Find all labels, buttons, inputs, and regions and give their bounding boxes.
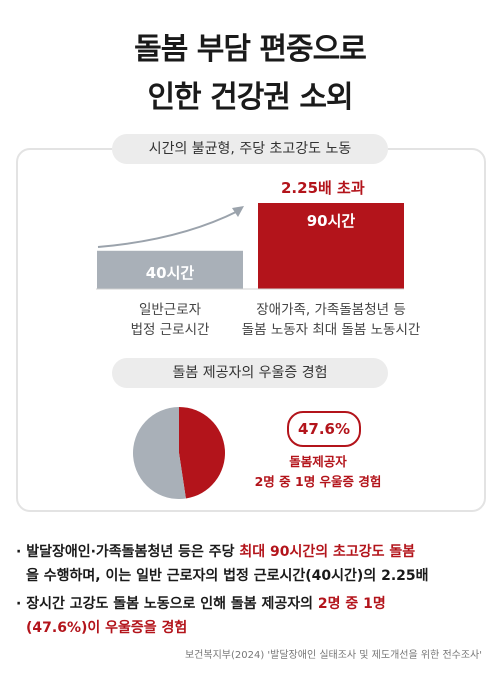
note-2-continued: (47.6%)이 우울증을 경험 xyxy=(26,620,188,636)
bullet: · xyxy=(16,544,22,560)
bar-caption-caregiver-line-2: 돌봄 노동자 최대 돌봄 노동시간 xyxy=(241,322,421,338)
bar-label-40h: 40시간 xyxy=(145,264,195,282)
note-2-text: 장시간 고강도 돌봄 노동으로 인해 돌봄 제공자의 xyxy=(26,596,318,612)
bar-caption-caregiver: 장애가족, 가족돌봄청년 등 돌봄 노동자 최대 돌봄 노동시간 xyxy=(226,300,436,340)
bullet: · xyxy=(16,596,22,612)
bar-caption-general: 일반근로자 법정 근로시간 xyxy=(97,300,243,340)
note-2-highlight: 2명 중 1명 xyxy=(317,596,386,612)
section-heading-depression: 돌봄 제공자의 우울증 경험 xyxy=(112,358,388,388)
bar-caption-general-line-2: 법정 근로시간 xyxy=(130,322,210,338)
source-citation: 보건복지부(2024) '발달장애인 실태조사 및 제도개선을 위한 전수조사' xyxy=(184,650,482,661)
bar-general-worker xyxy=(97,250,243,289)
bar-caption-caregiver-line-1: 장애가족, 가족돌봄청년 등 xyxy=(256,302,406,318)
bar-caregiver xyxy=(258,203,404,289)
page-title-line-2: 인한 건강권 소외 xyxy=(147,80,353,115)
summary-note-1: · 발달장애인·가족돌봄청년 등은 주당 최대 90시간의 초고강도 돌봄 을 … xyxy=(16,540,486,588)
page-title-line-1: 돌봄 부담 편중으로 xyxy=(134,32,367,67)
note-1-continued: 을 수행하며, 이는 일반 근로자의 법정 근로시간(40시간)의 2.25배 xyxy=(26,568,429,584)
growth-arrow-curve xyxy=(97,210,239,248)
summary-note-2: · 장시간 고강도 돌봄 노동으로 인해 돌봄 제공자의 2명 중 1명 (47… xyxy=(16,592,486,640)
excess-annotation: 2.25배 초과 xyxy=(281,179,365,197)
note-1-text: 발달장애인·가족돌봄청년 등은 주당 xyxy=(26,544,240,560)
pie-slice-depression xyxy=(179,407,225,499)
pie-caption-line-1: 돌봄제공자 xyxy=(289,454,347,469)
pie-slice-other xyxy=(133,407,186,499)
pie-caption-line-2: 2명 중 1명 우울증 경험 xyxy=(254,474,382,489)
pie-chart xyxy=(133,407,225,499)
percentage-badge: 47.6% xyxy=(287,411,361,447)
growth-arrowhead-icon xyxy=(232,206,244,217)
chart-card xyxy=(16,148,486,512)
bar-caption-general-line-1: 일반근로자 xyxy=(138,302,202,318)
section-heading-work-hours: 시간의 불균형, 주당 초고강도 노동 xyxy=(112,134,388,164)
note-1-highlight: 최대 90시간의 초고강도 돌봄 xyxy=(239,544,416,560)
bar-label-90h: 90시간 xyxy=(306,212,356,230)
